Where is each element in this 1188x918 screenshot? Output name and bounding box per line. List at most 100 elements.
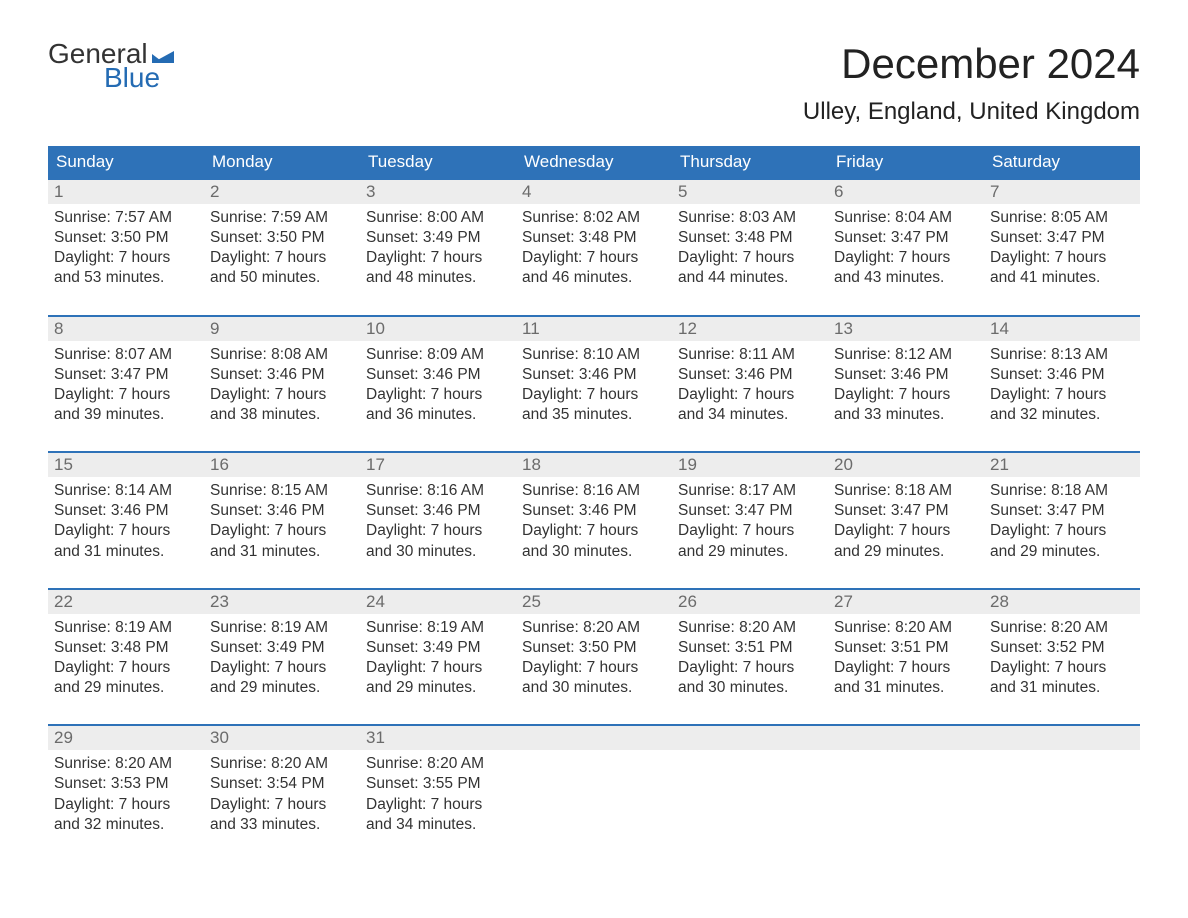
sunset-line: Sunset: 3:47 PM <box>990 228 1134 248</box>
dow-cell: Thursday <box>672 146 828 178</box>
day-number <box>516 726 672 750</box>
daylight-line-1: Daylight: 7 hours <box>366 248 510 268</box>
daylight-line-2: and 35 minutes. <box>522 405 666 425</box>
sunrise-line: Sunrise: 8:20 AM <box>210 754 354 774</box>
day-number: 14 <box>984 317 1140 341</box>
day-cell: Sunrise: 8:20 AMSunset: 3:55 PMDaylight:… <box>360 750 516 839</box>
day-cell: Sunrise: 8:02 AMSunset: 3:48 PMDaylight:… <box>516 204 672 293</box>
sunset-line: Sunset: 3:46 PM <box>834 365 978 385</box>
sunrise-line: Sunrise: 8:14 AM <box>54 481 198 501</box>
daylight-line-2: and 29 minutes. <box>54 678 198 698</box>
sunrise-line: Sunrise: 8:13 AM <box>990 345 1134 365</box>
day-number: 21 <box>984 453 1140 477</box>
sunrise-line: Sunrise: 7:59 AM <box>210 208 354 228</box>
day-number: 12 <box>672 317 828 341</box>
daylight-line-1: Daylight: 7 hours <box>54 521 198 541</box>
sunrise-line: Sunrise: 8:10 AM <box>522 345 666 365</box>
sunset-line: Sunset: 3:46 PM <box>366 501 510 521</box>
sunset-line: Sunset: 3:46 PM <box>54 501 198 521</box>
day-number: 9 <box>204 317 360 341</box>
daylight-line-1: Daylight: 7 hours <box>522 385 666 405</box>
daylight-line-2: and 36 minutes. <box>366 405 510 425</box>
day-cell: Sunrise: 7:59 AMSunset: 3:50 PMDaylight:… <box>204 204 360 293</box>
daylight-line-2: and 33 minutes. <box>834 405 978 425</box>
day-cell: Sunrise: 8:00 AMSunset: 3:49 PMDaylight:… <box>360 204 516 293</box>
day-cell: Sunrise: 8:11 AMSunset: 3:46 PMDaylight:… <box>672 341 828 430</box>
sunrise-line: Sunrise: 8:18 AM <box>834 481 978 501</box>
sunrise-line: Sunrise: 8:20 AM <box>522 618 666 638</box>
dow-cell: Monday <box>204 146 360 178</box>
dow-cell: Saturday <box>984 146 1140 178</box>
sunrise-line: Sunrise: 8:20 AM <box>834 618 978 638</box>
day-cell: Sunrise: 8:09 AMSunset: 3:46 PMDaylight:… <box>360 341 516 430</box>
sunrise-line: Sunrise: 8:19 AM <box>210 618 354 638</box>
daynum-row: 22232425262728 <box>48 588 1140 614</box>
daylight-line-2: and 30 minutes. <box>366 542 510 562</box>
sunrise-line: Sunrise: 8:20 AM <box>990 618 1134 638</box>
day-cell: Sunrise: 8:18 AMSunset: 3:47 PMDaylight:… <box>984 477 1140 566</box>
sunrise-line: Sunrise: 8:17 AM <box>678 481 822 501</box>
daylight-line-2: and 32 minutes. <box>54 815 198 835</box>
sunrise-line: Sunrise: 8:03 AM <box>678 208 822 228</box>
week-row: 293031Sunrise: 8:20 AMSunset: 3:53 PMDay… <box>48 724 1140 839</box>
daylight-line-2: and 48 minutes. <box>366 268 510 288</box>
sunset-line: Sunset: 3:47 PM <box>834 501 978 521</box>
week-row: 22232425262728Sunrise: 8:19 AMSunset: 3:… <box>48 588 1140 703</box>
sunrise-line: Sunrise: 8:18 AM <box>990 481 1134 501</box>
sunset-line: Sunset: 3:50 PM <box>522 638 666 658</box>
dow-cell: Tuesday <box>360 146 516 178</box>
daylight-line-1: Daylight: 7 hours <box>54 385 198 405</box>
day-number <box>828 726 984 750</box>
sunset-line: Sunset: 3:46 PM <box>990 365 1134 385</box>
header: General Blue December 2024 Ulley, Englan… <box>48 40 1140 138</box>
sunrise-line: Sunrise: 8:19 AM <box>54 618 198 638</box>
day-cell <box>828 750 984 839</box>
day-cell: Sunrise: 8:19 AMSunset: 3:49 PMDaylight:… <box>204 614 360 703</box>
day-number: 27 <box>828 590 984 614</box>
sunset-line: Sunset: 3:50 PM <box>54 228 198 248</box>
day-number: 24 <box>360 590 516 614</box>
daylight-line-1: Daylight: 7 hours <box>834 385 978 405</box>
day-cell: Sunrise: 8:03 AMSunset: 3:48 PMDaylight:… <box>672 204 828 293</box>
day-cell: Sunrise: 8:19 AMSunset: 3:48 PMDaylight:… <box>48 614 204 703</box>
daylight-line-2: and 41 minutes. <box>990 268 1134 288</box>
daylight-line-2: and 53 minutes. <box>54 268 198 288</box>
sunset-line: Sunset: 3:46 PM <box>210 365 354 385</box>
day-cell: Sunrise: 7:57 AMSunset: 3:50 PMDaylight:… <box>48 204 204 293</box>
sunset-line: Sunset: 3:46 PM <box>522 501 666 521</box>
day-cell: Sunrise: 8:20 AMSunset: 3:53 PMDaylight:… <box>48 750 204 839</box>
day-number: 26 <box>672 590 828 614</box>
month-title: December 2024 <box>803 40 1140 88</box>
daylight-line-2: and 32 minutes. <box>990 405 1134 425</box>
sunset-line: Sunset: 3:48 PM <box>54 638 198 658</box>
sunrise-line: Sunrise: 8:09 AM <box>366 345 510 365</box>
daylight-line-1: Daylight: 7 hours <box>990 521 1134 541</box>
sunset-line: Sunset: 3:53 PM <box>54 774 198 794</box>
daylight-line-2: and 29 minutes. <box>210 678 354 698</box>
day-cell: Sunrise: 8:20 AMSunset: 3:51 PMDaylight:… <box>672 614 828 703</box>
daylight-line-1: Daylight: 7 hours <box>210 795 354 815</box>
sunrise-line: Sunrise: 8:04 AM <box>834 208 978 228</box>
day-cell: Sunrise: 8:20 AMSunset: 3:51 PMDaylight:… <box>828 614 984 703</box>
daylight-line-1: Daylight: 7 hours <box>210 385 354 405</box>
title-block: December 2024 Ulley, England, United Kin… <box>803 40 1140 138</box>
day-number: 22 <box>48 590 204 614</box>
sunrise-line: Sunrise: 8:15 AM <box>210 481 354 501</box>
daylight-line-2: and 44 minutes. <box>678 268 822 288</box>
day-number: 15 <box>48 453 204 477</box>
daynum-row: 1234567 <box>48 178 1140 204</box>
daylight-line-2: and 34 minutes. <box>678 405 822 425</box>
day-number: 31 <box>360 726 516 750</box>
daynum-row: 15161718192021 <box>48 451 1140 477</box>
sunset-line: Sunset: 3:47 PM <box>54 365 198 385</box>
sunset-line: Sunset: 3:54 PM <box>210 774 354 794</box>
sunrise-line: Sunrise: 7:57 AM <box>54 208 198 228</box>
sunset-line: Sunset: 3:47 PM <box>834 228 978 248</box>
day-number: 28 <box>984 590 1140 614</box>
daylight-line-2: and 34 minutes. <box>366 815 510 835</box>
day-number: 11 <box>516 317 672 341</box>
day-cell: Sunrise: 8:18 AMSunset: 3:47 PMDaylight:… <box>828 477 984 566</box>
day-cell <box>672 750 828 839</box>
sunrise-line: Sunrise: 8:20 AM <box>54 754 198 774</box>
day-number: 1 <box>48 180 204 204</box>
